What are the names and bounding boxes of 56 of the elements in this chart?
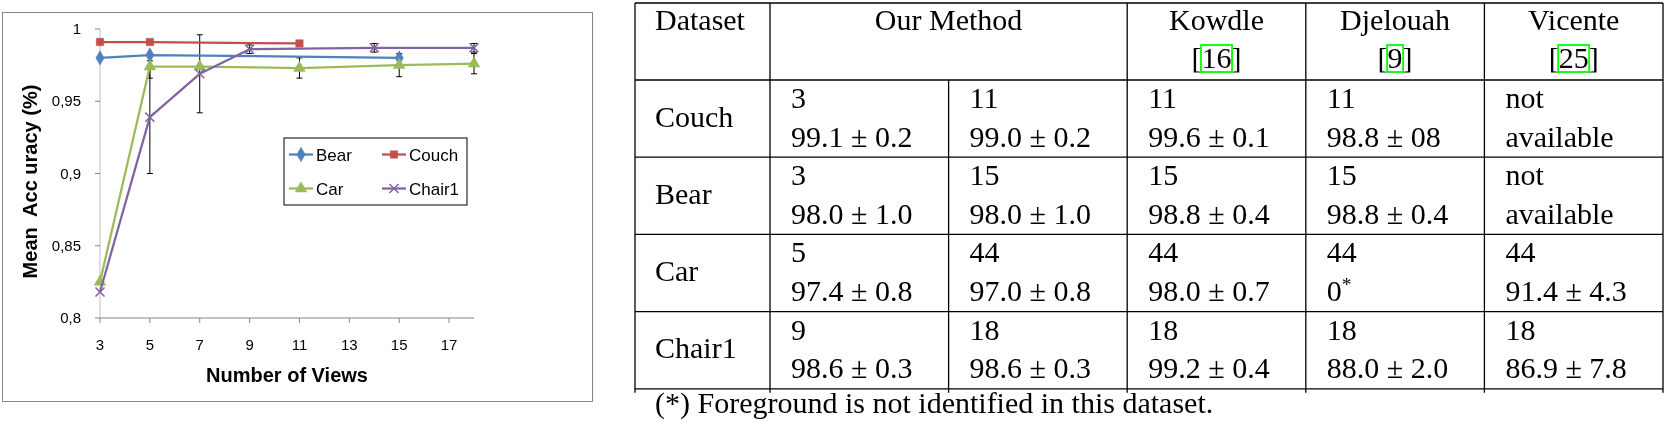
category-label: Car (655, 254, 699, 287)
x-tick-label: 3 (95, 336, 105, 353)
y-tick-label: 0,95 (51, 92, 81, 110)
text: 9 98.6 ± 0.3 (791, 312, 913, 385)
text: 18 88.0 ± 2.0 (1326, 312, 1449, 385)
text: 3 99.1 ± 0.2 (791, 81, 913, 153)
x-tick-label: 15 (390, 336, 408, 353)
y-tick-label: 0,9 (60, 164, 81, 182)
text: 18 98.6 ± 0.3 (969, 312, 1092, 385)
point (293, 60, 306, 72)
text: 44 98.0 ± 0.7 (1148, 235, 1270, 308)
text: 5 97.4 ± 0.8 (791, 235, 913, 308)
text: 15 98.8 ± 0.4 (1326, 158, 1449, 230)
x-tick-label: 5 (145, 336, 155, 353)
legend-label: Bear (316, 145, 353, 165)
y-axis-title: Mean Acc uracy (%) (19, 84, 41, 279)
point (94, 286, 106, 298)
point (193, 59, 206, 71)
point (145, 38, 154, 46)
text: 18 86.9 ± 7.8 (1505, 312, 1627, 385)
legend-label: Chair1 (409, 179, 460, 199)
point (467, 56, 481, 68)
text: 18 99.2 ± 0.4 (1148, 312, 1270, 385)
category-label: Bear (655, 176, 712, 210)
text: 44 0$^{*}$ (1326, 235, 1357, 308)
point (393, 58, 406, 69)
y-tick-label: 0,85 (51, 236, 81, 254)
point (194, 68, 205, 80)
category-label: Chair1 (655, 331, 737, 365)
legend-label: Couch (409, 145, 459, 165)
point (96, 38, 104, 46)
text: (*) Foreground is not identified in this dataset. (655, 385, 1214, 420)
text: 11 99.6 ± 0.1 (1148, 81, 1270, 153)
text: not available (1505, 158, 1614, 230)
text: 15 98.0 ± 1.0 (969, 158, 1092, 230)
y-tick-label: 1 (72, 20, 81, 37)
category-label: Our Method (874, 3, 1023, 36)
legend-label: Car (316, 179, 344, 199)
category-label: Couch (655, 99, 734, 133)
point (144, 111, 156, 123)
x-tick-label: 13 (340, 336, 358, 353)
x-axis-title: Number of Views (206, 364, 368, 386)
x-tick-label: 7 (195, 336, 204, 353)
y-tick-label: 0,8 (60, 309, 81, 326)
x-tick-label: 11 (291, 336, 308, 353)
x-tick-label: 9 (245, 336, 254, 353)
text: 44 91.4 ± 4.3 (1505, 235, 1627, 308)
text: 11 98.8 ± 08 (1326, 81, 1441, 153)
text: 3 98.0 ± 1.0 (791, 158, 913, 230)
point (295, 39, 304, 48)
text: Dataset (655, 3, 746, 36)
text: 15 98.8 ± 0.4 (1148, 158, 1270, 230)
text: 11 99.0 ± 0.2 (969, 81, 1092, 153)
text: 44 97.0 ± 0.8 (969, 235, 1092, 308)
point (143, 59, 156, 71)
x-tick-label: 17 (440, 336, 458, 353)
